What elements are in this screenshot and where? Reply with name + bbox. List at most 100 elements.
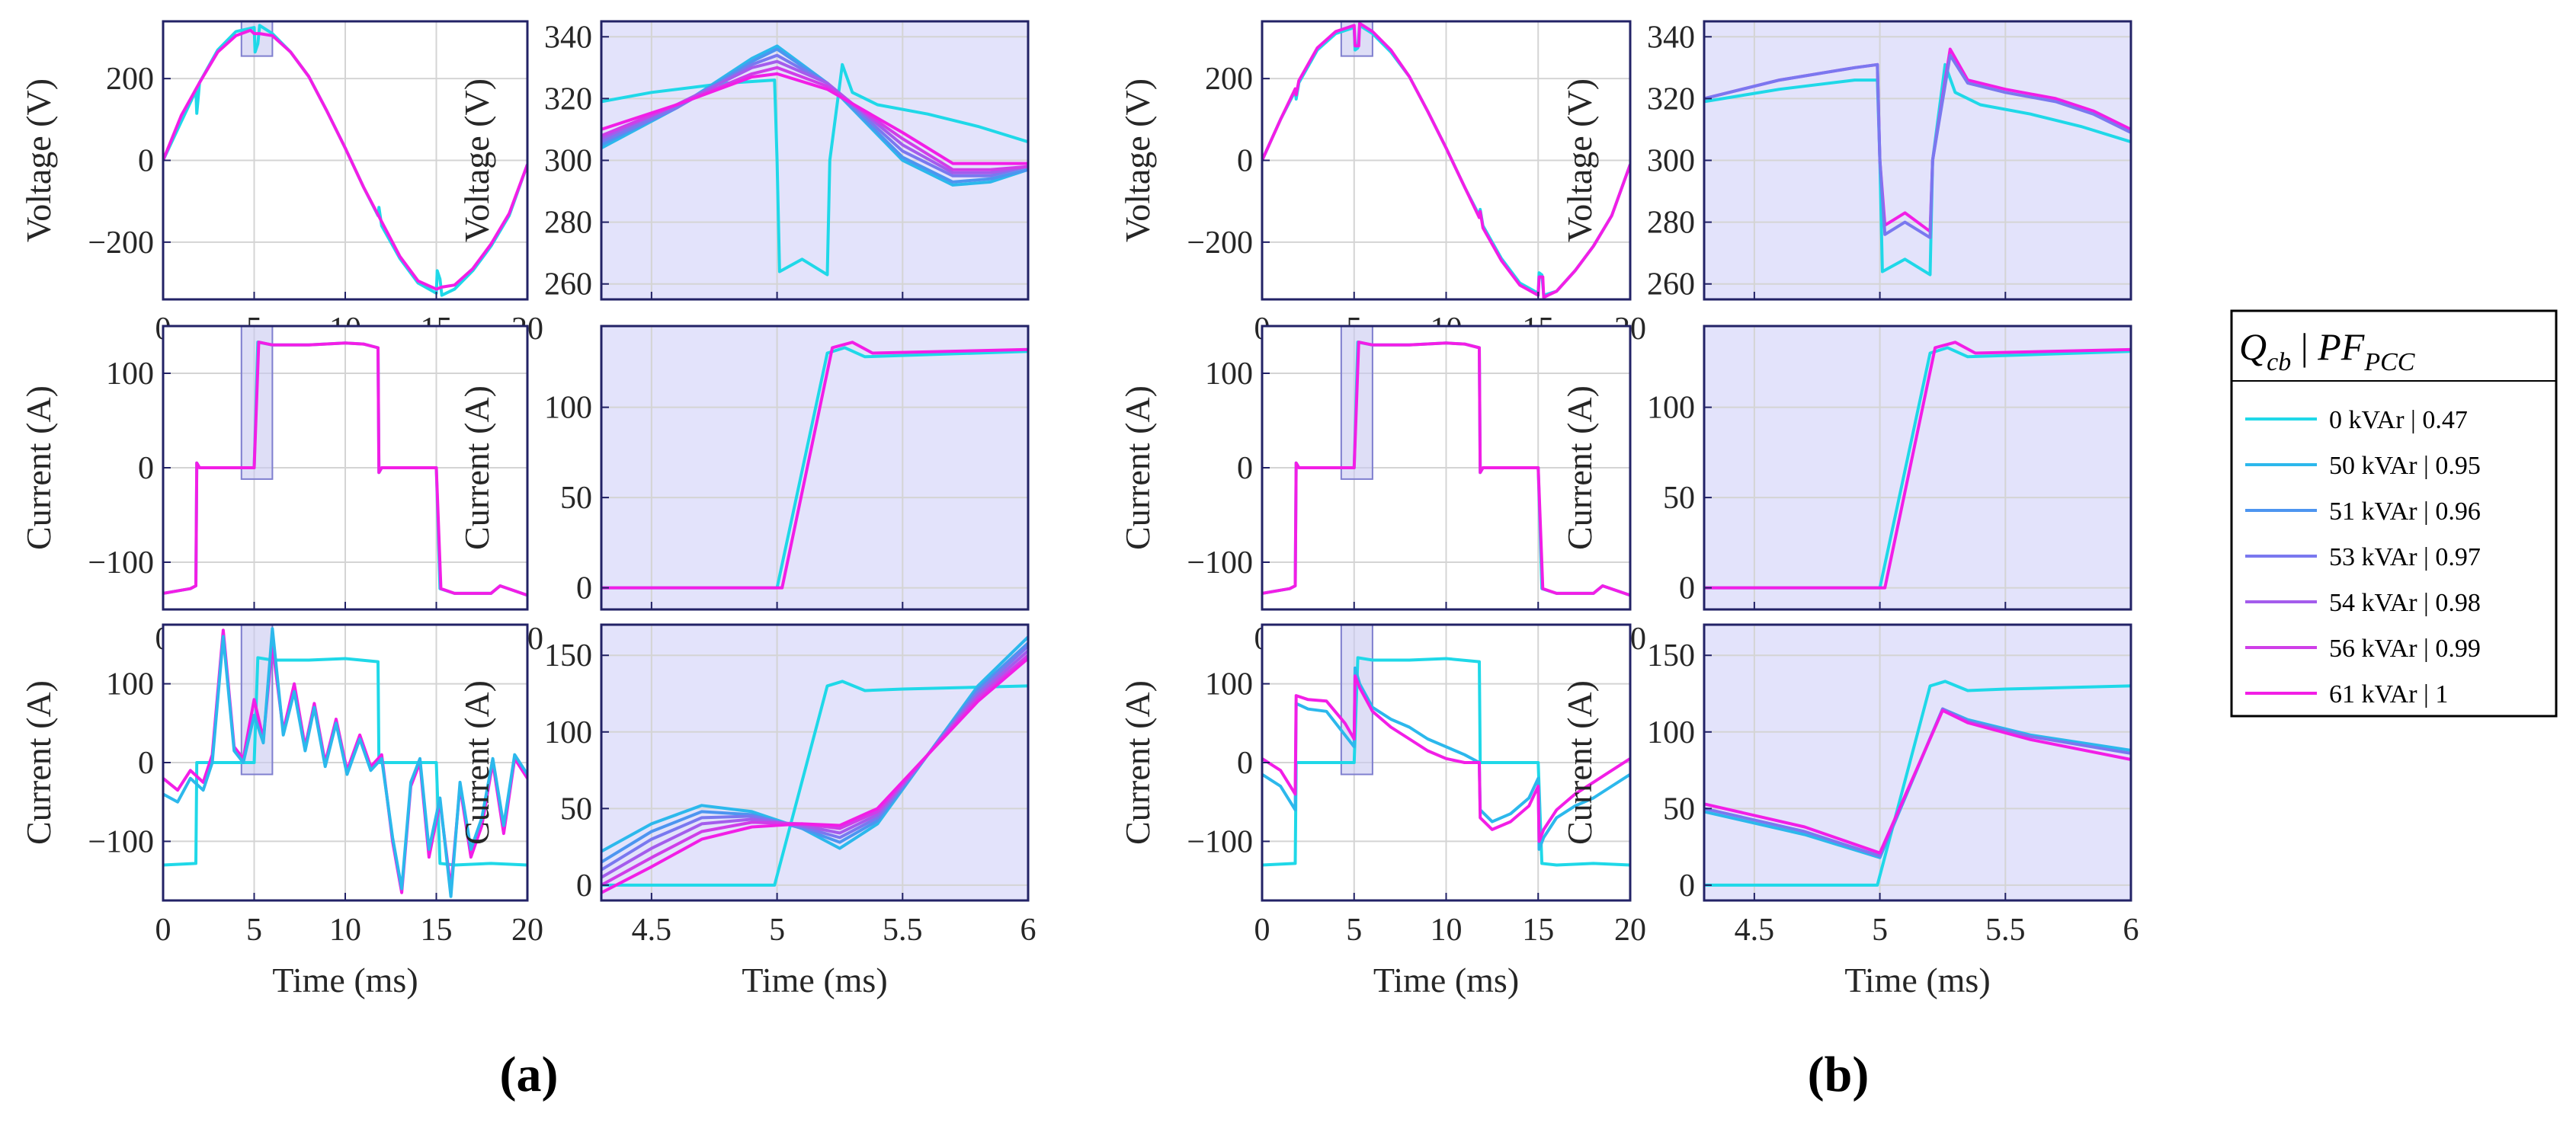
series-line bbox=[1704, 341, 2131, 590]
x-tick-label: 5 bbox=[1346, 913, 1362, 948]
x-tick-label: 5 bbox=[769, 913, 785, 948]
plot-background bbox=[1704, 625, 2131, 900]
y-tick-label: 50 bbox=[1663, 792, 1695, 827]
legend-entry-label: 61 kVAr | 1 bbox=[2329, 680, 2448, 708]
series-line bbox=[601, 657, 1028, 894]
x-tick-label: 20 bbox=[511, 913, 543, 948]
y-axis-label: Voltage (V) bbox=[1560, 78, 1599, 242]
series-line bbox=[601, 59, 1028, 174]
series-line bbox=[1704, 62, 2131, 277]
legend-title: Qcb | PFPCC bbox=[2239, 325, 2415, 376]
x-tick-label: 4.5 bbox=[632, 913, 672, 948]
x-axis-label: Time (ms) bbox=[1844, 961, 1990, 999]
plot-frame bbox=[1703, 325, 2132, 611]
x-tick-label: 4.5 bbox=[1735, 913, 1775, 948]
y-axis-label: Current (A) bbox=[1118, 680, 1157, 845]
y-tick-label: 150 bbox=[544, 638, 592, 673]
legend-title-sep: | bbox=[2291, 325, 2318, 368]
x-tick-label: 6 bbox=[2123, 913, 2139, 948]
chart-a-ipv-zoom: 0 50 100 Current (A) bbox=[457, 325, 1030, 611]
x-axis-label: Time (ms) bbox=[742, 961, 887, 999]
y-tick-label: −100 bbox=[88, 545, 154, 580]
chart-b-v-zoom: 260 280 300 320 340 Voltage (V) bbox=[1560, 20, 2132, 302]
y-tick-label: 100 bbox=[106, 667, 154, 702]
x-axis-label: Time (ms) bbox=[272, 961, 418, 999]
plot-frame bbox=[600, 325, 1030, 611]
series-line bbox=[163, 656, 527, 867]
y-tick-label: 0 bbox=[1237, 746, 1253, 781]
y-axis-label: Voltage (V) bbox=[457, 78, 496, 242]
y-axis-label: Voltage (V) bbox=[1118, 78, 1157, 242]
x-axis-label: Time (ms) bbox=[1373, 961, 1519, 999]
y-tick-label: 320 bbox=[1647, 82, 1695, 117]
y-tick-label: 300 bbox=[544, 144, 592, 179]
legend-entry-label: 56 kVAr | 0.99 bbox=[2329, 635, 2481, 663]
series-line bbox=[601, 72, 1028, 165]
x-tick-label: 0 bbox=[155, 913, 171, 948]
legend-entry-label: 0 kVAr | 0.47 bbox=[2329, 406, 2468, 434]
plot-background bbox=[601, 326, 1028, 609]
y-tick-label: 50 bbox=[1663, 481, 1695, 516]
x-tick-label: 5.5 bbox=[883, 913, 923, 948]
y-tick-label: 0 bbox=[1679, 868, 1695, 904]
series-line bbox=[1704, 707, 2131, 858]
y-tick-label: 0 bbox=[576, 571, 592, 606]
y-axis-label: Current (A) bbox=[1560, 680, 1599, 845]
y-tick-label: 100 bbox=[1205, 667, 1253, 702]
series-line bbox=[163, 627, 527, 898]
y-tick-label: 0 bbox=[138, 144, 154, 179]
y-axis-label: Current (A) bbox=[457, 385, 496, 550]
y-tick-label: 340 bbox=[544, 20, 592, 55]
legend-entry-label: 54 kVAr | 0.98 bbox=[2329, 589, 2481, 617]
x-tick-label: 5.5 bbox=[1985, 913, 2026, 948]
y-axis-label: Current (A) bbox=[1118, 385, 1157, 550]
series-line bbox=[1704, 680, 2131, 887]
y-tick-label: 100 bbox=[1647, 715, 1695, 750]
y-axis-label: Current (A) bbox=[457, 680, 496, 845]
y-tick-label: 260 bbox=[1647, 267, 1695, 302]
chart-a-v-zoom: 260 280 300 320 340 Voltage (V) bbox=[457, 20, 1030, 302]
y-tick-label: 100 bbox=[544, 715, 592, 750]
series-line bbox=[1262, 341, 1630, 597]
series-line bbox=[163, 28, 527, 291]
legend-title-sub-pcc: PCC bbox=[2363, 348, 2414, 376]
panel-label-b: (b) bbox=[1808, 1047, 1870, 1102]
y-tick-label: 0 bbox=[1679, 571, 1695, 606]
y-tick-label: 50 bbox=[560, 481, 592, 516]
y-tick-label: 0 bbox=[576, 868, 592, 904]
y-tick-label: 100 bbox=[544, 391, 592, 426]
y-tick-label: −200 bbox=[1187, 225, 1253, 261]
legend-entry-label: 51 kVAr | 0.96 bbox=[2329, 497, 2481, 526]
series-line bbox=[601, 341, 1028, 590]
y-tick-label: 0 bbox=[1237, 451, 1253, 486]
series-line bbox=[601, 62, 1028, 277]
chart-b-ipv-zoom: 0 50 100 Current (A) bbox=[1560, 325, 2132, 611]
series-line bbox=[1262, 656, 1630, 867]
x-tick-label: 5 bbox=[1872, 913, 1888, 948]
plot-frame bbox=[600, 623, 1030, 902]
series-line bbox=[1704, 53, 2131, 239]
y-tick-label: 150 bbox=[1647, 638, 1695, 673]
legend-title-sub-cb: cb bbox=[2267, 348, 2291, 376]
series-line bbox=[163, 341, 527, 597]
series-line bbox=[1704, 708, 2131, 855]
x-tick-label: 0 bbox=[1254, 913, 1270, 948]
x-tick-label: 15 bbox=[1522, 913, 1554, 948]
x-tick-label: 10 bbox=[1431, 913, 1463, 948]
y-axis-label: Current (A) bbox=[1560, 385, 1599, 550]
plot-background bbox=[1704, 326, 2131, 609]
y-tick-label: 280 bbox=[1647, 206, 1695, 241]
legend-title-q: Q bbox=[2239, 325, 2267, 368]
y-tick-label: −100 bbox=[1187, 545, 1253, 580]
y-tick-label: 260 bbox=[544, 267, 592, 302]
y-tick-label: 100 bbox=[106, 357, 154, 392]
series-line bbox=[601, 680, 1028, 887]
plot-frame bbox=[1703, 623, 2132, 902]
chart-b-ig-full: 0 5 10 15 20 −100 0 100 Current (A) Time (ms) bbox=[1118, 623, 1646, 999]
y-tick-label: 340 bbox=[1647, 20, 1695, 55]
y-axis-label: Current (A) bbox=[19, 680, 58, 845]
y-tick-label: −200 bbox=[88, 225, 154, 261]
